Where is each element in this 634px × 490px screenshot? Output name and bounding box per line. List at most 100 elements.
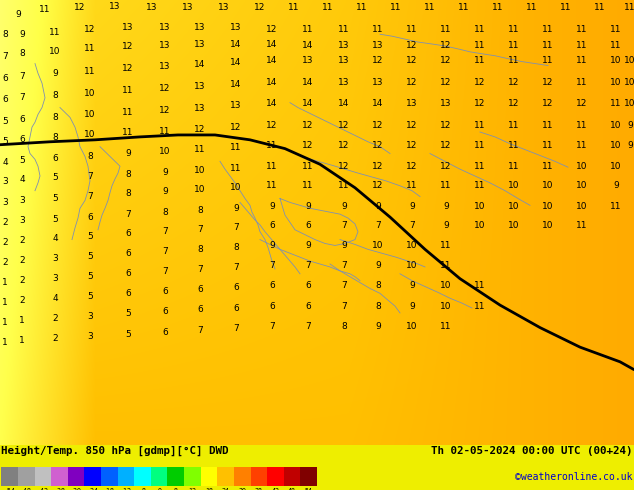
Bar	[250, 467, 267, 487]
Text: 14: 14	[230, 79, 242, 89]
Bar	[184, 467, 201, 487]
Text: -54: -54	[4, 488, 16, 490]
Text: 11: 11	[474, 141, 486, 150]
Text: 6: 6	[305, 281, 311, 290]
Text: 11: 11	[84, 45, 96, 53]
Text: 9: 9	[52, 69, 58, 78]
Text: 10: 10	[372, 241, 384, 250]
Text: 11: 11	[576, 77, 588, 87]
Text: 12: 12	[339, 141, 350, 150]
Text: 11: 11	[440, 181, 452, 190]
Text: 9: 9	[627, 121, 633, 130]
Text: 13: 13	[339, 42, 350, 50]
Text: 12: 12	[508, 99, 520, 108]
Text: 13: 13	[230, 101, 242, 110]
Text: 10: 10	[611, 162, 622, 171]
Text: 12: 12	[440, 141, 451, 150]
Text: 14: 14	[194, 60, 205, 69]
Text: 14: 14	[302, 42, 314, 50]
Text: 12: 12	[406, 141, 418, 150]
Text: 5: 5	[52, 215, 58, 223]
Text: 12: 12	[122, 64, 134, 73]
Text: 11: 11	[560, 3, 572, 12]
Text: 11: 11	[576, 121, 588, 130]
Text: 10: 10	[406, 262, 418, 270]
Text: 10: 10	[542, 181, 553, 190]
Text: 14: 14	[302, 77, 314, 87]
Text: 11: 11	[39, 5, 51, 14]
Text: 9: 9	[269, 202, 275, 211]
Text: 10: 10	[230, 183, 242, 192]
Text: 1: 1	[2, 318, 8, 327]
Text: 8: 8	[162, 208, 168, 217]
Text: 9: 9	[233, 204, 239, 213]
Text: 5: 5	[87, 272, 93, 281]
Text: 12: 12	[372, 141, 384, 150]
Bar	[234, 467, 250, 487]
Text: 3: 3	[2, 177, 8, 186]
Text: 7: 7	[341, 262, 347, 270]
Text: 11: 11	[508, 42, 520, 50]
Text: 8: 8	[125, 170, 131, 178]
Bar	[18, 467, 34, 487]
Bar	[1, 467, 18, 487]
Text: 14: 14	[266, 40, 278, 49]
Text: 9: 9	[443, 202, 449, 211]
Bar	[117, 467, 134, 487]
Text: 7: 7	[375, 221, 381, 230]
Text: 9: 9	[375, 202, 381, 211]
Text: 18: 18	[205, 488, 213, 490]
Text: 12: 12	[159, 106, 171, 115]
Text: 12: 12	[542, 77, 553, 87]
Text: 10: 10	[611, 77, 622, 87]
Text: 11: 11	[302, 25, 314, 34]
Text: 11: 11	[611, 25, 622, 34]
Text: 6: 6	[2, 95, 8, 104]
Text: 10: 10	[406, 322, 418, 331]
Text: 10: 10	[194, 166, 206, 174]
Text: 13: 13	[159, 23, 171, 32]
Text: 14: 14	[266, 99, 278, 108]
Text: 11: 11	[624, 3, 634, 12]
Text: 11: 11	[526, 3, 538, 12]
Text: 13: 13	[109, 2, 120, 11]
Text: 8: 8	[197, 245, 203, 254]
Text: 11: 11	[474, 162, 486, 171]
Text: 7: 7	[162, 247, 168, 256]
Text: 12: 12	[302, 121, 314, 130]
Text: 12: 12	[406, 121, 418, 130]
Text: 6: 6	[233, 303, 239, 313]
Bar	[217, 467, 234, 487]
Text: 9: 9	[409, 202, 415, 211]
Text: 3: 3	[52, 254, 58, 263]
Text: 11: 11	[391, 3, 402, 12]
Text: 5: 5	[2, 137, 8, 147]
Text: 11: 11	[542, 42, 553, 50]
Text: 10: 10	[84, 130, 96, 140]
Text: 2: 2	[2, 238, 8, 247]
Text: 11: 11	[122, 86, 134, 96]
Text: 11: 11	[339, 25, 350, 34]
Text: 13: 13	[159, 62, 171, 71]
Text: 9: 9	[305, 202, 311, 211]
Text: 7: 7	[19, 93, 25, 102]
Text: 11: 11	[84, 67, 96, 76]
Text: 11: 11	[474, 181, 486, 190]
Text: 11: 11	[406, 181, 418, 190]
Text: 11: 11	[372, 25, 384, 34]
Text: 11: 11	[230, 143, 242, 152]
Text: 8: 8	[87, 152, 93, 161]
Text: 12: 12	[372, 181, 384, 190]
Text: -38: -38	[53, 488, 65, 490]
Text: 8: 8	[125, 189, 131, 198]
Text: 8: 8	[375, 281, 381, 290]
Text: 8: 8	[375, 301, 381, 311]
Text: 1: 1	[2, 278, 8, 287]
Text: 6: 6	[52, 154, 58, 163]
Text: 5: 5	[52, 194, 58, 203]
Text: 11: 11	[611, 42, 622, 50]
Text: 30: 30	[238, 488, 246, 490]
Text: 12: 12	[194, 124, 205, 134]
Text: 11: 11	[508, 25, 520, 34]
Text: 0: 0	[157, 488, 161, 490]
